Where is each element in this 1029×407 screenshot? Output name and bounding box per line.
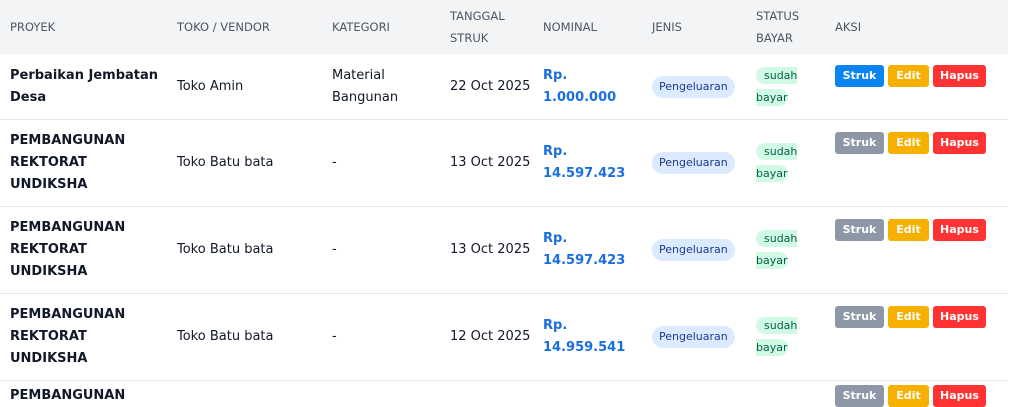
- struk-button[interactable]: Struk: [835, 306, 884, 328]
- cell-jenis: Pengeluaran: [642, 293, 746, 381]
- cell-jenis: Pengeluaran: [642, 206, 746, 294]
- struk-button[interactable]: Struk: [835, 385, 884, 407]
- cell-jenis: Pengeluaran: [642, 54, 746, 120]
- cell-status: sudah bayar: [746, 293, 825, 381]
- table-row: PEMBANGUNAN REKTORAT UNDIKSHA Toko Batu …: [0, 206, 1008, 294]
- cell-jenis: [642, 381, 746, 407]
- cell-toko: Toko Batu bata: [167, 119, 322, 207]
- table-row: PEMBANGUNAN REKTORAT UNDIKSHA Toko Batu …: [0, 293, 1008, 381]
- receipts-table: Proyek Toko / Vendor Kategori Tanggal St…: [0, 0, 1008, 407]
- table-row: PEMBANGUNAN Struk Edit Hapus: [0, 381, 1008, 407]
- header-tanggal: Tanggal Struk: [440, 0, 533, 54]
- status-badge: sudah bayar: [756, 143, 798, 182]
- edit-button[interactable]: Edit: [888, 132, 929, 154]
- cell-nominal: Rp. 14.597.423: [533, 119, 642, 207]
- hapus-button[interactable]: Hapus: [933, 306, 986, 328]
- jenis-badge: Pengeluaran: [652, 152, 735, 174]
- cell-status: sudah bayar: [746, 206, 825, 294]
- hapus-button[interactable]: Hapus: [933, 385, 986, 407]
- cell-jenis: Pengeluaran: [642, 119, 746, 207]
- cell-toko: Toko Batu bata: [167, 293, 322, 381]
- cell-nominal: Rp. 14.959.541: [533, 293, 642, 381]
- status-badge: sudah bayar: [756, 230, 798, 269]
- struk-button[interactable]: Struk: [835, 219, 884, 241]
- cell-nominal: Rp. 14.597.423: [533, 206, 642, 294]
- cell-proyek: PEMBANGUNAN REKTORAT UNDIKSHA: [0, 206, 167, 294]
- cell-toko: Toko Amin: [167, 54, 322, 120]
- jenis-badge: Pengeluaran: [652, 239, 735, 261]
- header-nominal: Nominal: [533, 0, 642, 54]
- header-proyek: Proyek: [0, 0, 167, 54]
- cell-aksi: Struk Edit Hapus: [825, 381, 1008, 407]
- cell-nominal: Rp. 1.000.000: [533, 54, 642, 120]
- status-badge: sudah bayar: [756, 66, 798, 106]
- edit-button[interactable]: Edit: [888, 385, 929, 407]
- struk-button[interactable]: Struk: [835, 64, 884, 87]
- cell-proyek: Perbaikan Jembatan Desa: [0, 54, 167, 120]
- cell-aksi: Struk Edit Hapus: [825, 119, 1008, 207]
- cell-proyek: PEMBANGUNAN REKTORAT UNDIKSHA: [0, 119, 167, 207]
- cell-proyek: PEMBANGUNAN REKTORAT UNDIKSHA: [0, 293, 167, 381]
- cell-tanggal: 12 Oct 2025: [440, 293, 533, 381]
- cell-status: sudah bayar: [746, 119, 825, 207]
- header-toko: Toko / Vendor: [167, 0, 322, 54]
- cell-tanggal: 13 Oct 2025: [440, 206, 533, 294]
- hapus-button[interactable]: Hapus: [933, 132, 986, 154]
- cell-aksi: Struk Edit Hapus: [825, 54, 1008, 120]
- cell-kategori: -: [322, 119, 440, 207]
- cell-status: sudah bayar: [746, 54, 825, 120]
- cell-kategori: -: [322, 206, 440, 294]
- cell-tanggal: 22 Oct 2025: [440, 54, 533, 120]
- edit-button[interactable]: Edit: [888, 306, 929, 328]
- edit-button[interactable]: Edit: [888, 64, 929, 87]
- header-aksi: Aksi: [825, 0, 1008, 54]
- cell-kategori: [322, 381, 440, 407]
- header-jenis: Jenis: [642, 0, 746, 54]
- header-kategori: Kategori: [322, 0, 440, 54]
- header-status: Status Bayar: [746, 0, 825, 54]
- cell-tanggal: 13 Oct 2025: [440, 119, 533, 207]
- cell-toko: [167, 381, 322, 407]
- cell-aksi: Struk Edit Hapus: [825, 293, 1008, 381]
- status-badge: sudah bayar: [756, 317, 798, 356]
- jenis-badge: Pengeluaran: [652, 75, 735, 98]
- cell-kategori: -: [322, 293, 440, 381]
- cell-kategori: Material Bangunan: [322, 54, 440, 120]
- struk-button[interactable]: Struk: [835, 132, 884, 154]
- jenis-badge: Pengeluaran: [652, 326, 735, 348]
- edit-button[interactable]: Edit: [888, 219, 929, 241]
- hapus-button[interactable]: Hapus: [933, 64, 986, 87]
- cell-toko: Toko Batu bata: [167, 206, 322, 294]
- cell-status: [746, 381, 825, 407]
- table-row: PEMBANGUNAN REKTORAT UNDIKSHA Toko Batu …: [0, 119, 1008, 207]
- table-row: Perbaikan Jembatan Desa Toko Amin Materi…: [0, 54, 1008, 120]
- cell-aksi: Struk Edit Hapus: [825, 206, 1008, 294]
- hapus-button[interactable]: Hapus: [933, 219, 986, 241]
- table-header: Proyek Toko / Vendor Kategori Tanggal St…: [0, 0, 1008, 54]
- cell-tanggal: [440, 381, 533, 407]
- cell-proyek: PEMBANGUNAN: [10, 388, 126, 403]
- cell-nominal: [533, 381, 642, 407]
